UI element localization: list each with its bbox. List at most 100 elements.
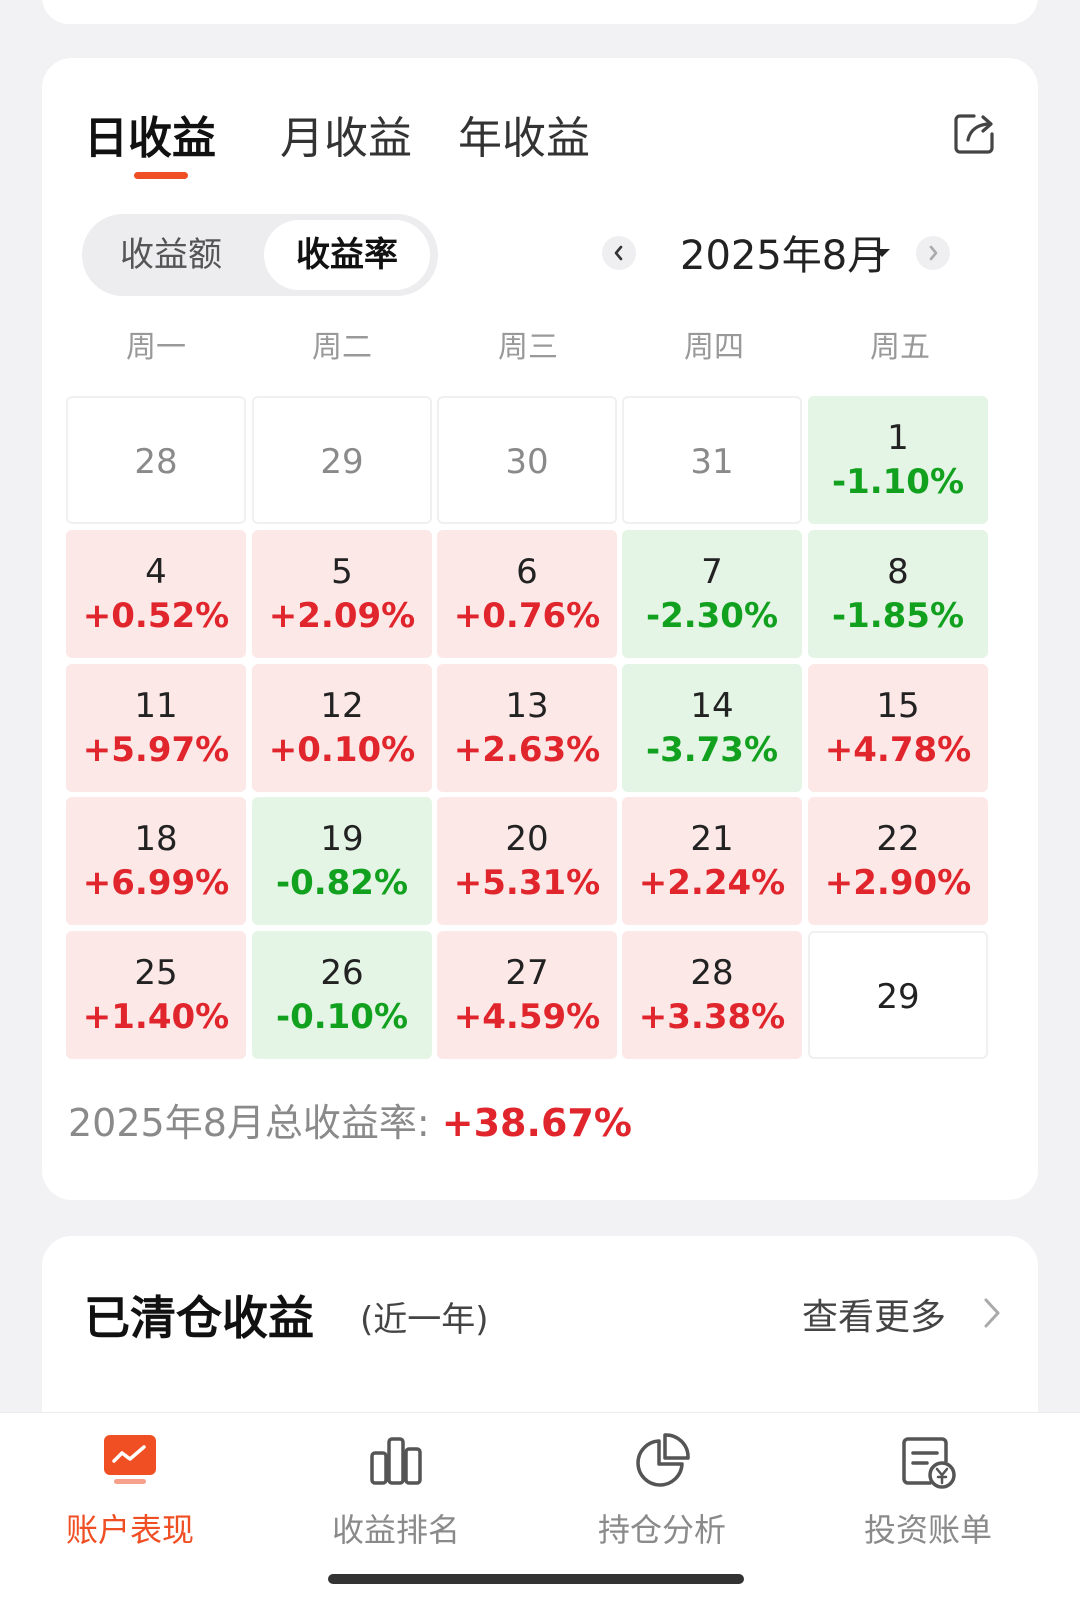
calendar-day-cell[interactable]: 7 -2.30%	[622, 530, 802, 658]
day-number: 19	[320, 819, 364, 859]
weekday-header: 周一 周二 周三 周四 周五	[66, 328, 990, 368]
calendar-day-cell[interactable]: 18 +6.99%	[66, 797, 246, 925]
nav-account-performance[interactable]: 账户表现	[30, 1431, 230, 1561]
calendar-day-cell[interactable]: 14 -3.73%	[622, 664, 802, 792]
calendar-day-cell[interactable]: 29	[808, 931, 988, 1059]
daily-return-rate: +2.90%	[824, 863, 972, 903]
tab-yearly[interactable]: 年收益	[458, 102, 590, 166]
bottom-nav: 账户表现 收益排名 持仓分析 投资账单	[0, 1412, 1080, 1606]
bar-chart-icon	[370, 1437, 422, 1485]
nav-label: 持仓分析	[597, 1511, 726, 1549]
weekday-label: 周三	[498, 330, 558, 365]
segment-amount[interactable]: 收益额	[120, 235, 222, 275]
nav-investment-bill[interactable]: 投资账单	[828, 1431, 1028, 1561]
weekday-label: 周二	[312, 330, 372, 365]
calendar-day-cell[interactable]: 12 +0.10%	[252, 664, 432, 792]
daily-return-rate: -3.73%	[645, 730, 779, 770]
summary-value: +38.67%	[441, 1101, 632, 1145]
daily-return-rate: +2.24%	[638, 863, 786, 903]
calendar-day-cell[interactable]: 31	[622, 396, 802, 524]
chevron-left-icon[interactable]	[602, 236, 636, 270]
daily-returns-card: 日收益 月收益 年收益 收益额 收益率 2025年8月	[42, 58, 1038, 1200]
calendar-day-cell[interactable]: 6 +0.76%	[437, 530, 617, 658]
nav-holdings-analysis[interactable]: 持仓分析	[562, 1431, 762, 1561]
daily-return-rate: +4.78%	[824, 730, 972, 770]
calendar-grid: 28 29 30 31 1 -1.10% 4 +0.52% 5 +2.09% 6 +0.76% 7 -2.…	[66, 396, 990, 1060]
daily-return-rate: +1.40%	[82, 997, 230, 1037]
nav-label: 收益排名	[331, 1511, 460, 1549]
calendar-day-cell[interactable]: 22 +2.90%	[808, 797, 988, 925]
day-number: 12	[320, 686, 364, 726]
calendar-day-cell[interactable]: 5 +2.09%	[252, 530, 432, 658]
day-number: 8	[887, 552, 909, 592]
day-number: 7	[701, 552, 723, 592]
daily-return-rate: +5.31%	[453, 863, 601, 903]
calendar-day-cell[interactable]: 28 +3.38%	[622, 931, 802, 1059]
day-number: 27	[505, 953, 549, 993]
day-number: 18	[134, 819, 178, 859]
tab-daily[interactable]: 日收益	[84, 102, 216, 179]
calendar-day-cell[interactable]: 11 +5.97%	[66, 664, 246, 792]
calendar-day-cell[interactable]: 27 +4.59%	[437, 931, 617, 1059]
metric-switch: 收益额 收益率	[82, 214, 438, 296]
month-selector: 2025年8月	[42, 228, 1038, 284]
calendar-day-cell[interactable]: 19 -0.82%	[252, 797, 432, 925]
summary-label: 2025年8月总收益率:	[68, 1101, 442, 1145]
day-number: 25	[134, 953, 178, 993]
share-icon[interactable]	[952, 112, 996, 156]
month-label[interactable]: 2025年8月	[680, 233, 888, 279]
day-number: 5	[331, 552, 353, 592]
nav-label: 投资账单	[863, 1511, 992, 1549]
daily-return-rate: -1.10%	[831, 462, 965, 502]
daily-return-rate: +0.76%	[453, 596, 601, 636]
cleared-returns-card: 已清仓收益 (近一年) 查看更多	[42, 1236, 1038, 1436]
segment-rate[interactable]: 收益率	[264, 220, 430, 290]
view-more-link[interactable]: 查看更多	[802, 1297, 947, 1338]
calendar-day-cell[interactable]: 20 +5.31%	[437, 797, 617, 925]
cleared-subtitle: (近一年)	[360, 1300, 489, 1340]
day-number: 14	[690, 686, 734, 726]
daily-return-rate: -1.85%	[831, 596, 965, 636]
tab-daily-label: 日收益	[84, 113, 216, 164]
calendar-day-cell[interactable]: 30	[437, 396, 617, 524]
day-number: 22	[876, 819, 920, 859]
tab-monthly-label: 月收益	[280, 113, 412, 164]
weekday-label: 周五	[870, 330, 930, 365]
day-number: 31	[690, 442, 734, 482]
weekday-label: 周四	[684, 330, 744, 365]
day-number: 20	[505, 819, 549, 859]
caret-down-icon[interactable]	[872, 246, 892, 260]
bill-icon	[902, 1437, 956, 1489]
day-number: 1	[887, 418, 909, 458]
calendar-day-cell[interactable]: 1 -1.10%	[808, 396, 988, 524]
day-number: 15	[876, 686, 920, 726]
day-number: 11	[134, 686, 178, 726]
day-number: 4	[145, 552, 167, 592]
previous-card	[42, 0, 1038, 24]
nav-returns-ranking[interactable]: 收益排名	[296, 1431, 496, 1561]
chevron-right-icon[interactable]	[916, 236, 950, 270]
cleared-title: 已清仓收益	[84, 1291, 314, 1345]
account-performance-icon	[104, 1435, 156, 1484]
calendar-day-cell[interactable]: 21 +2.24%	[622, 797, 802, 925]
calendar-day-cell[interactable]: 29	[252, 396, 432, 524]
calendar-day-cell[interactable]: 15 +4.78%	[808, 664, 988, 792]
calendar-day-cell[interactable]: 8 -1.85%	[808, 530, 988, 658]
tab-yearly-label: 年收益	[458, 113, 590, 164]
daily-return-rate: +4.59%	[453, 997, 601, 1037]
calendar-day-cell[interactable]: 4 +0.52%	[66, 530, 246, 658]
daily-return-rate: -0.10%	[275, 997, 409, 1037]
calendar-day-cell[interactable]: 13 +2.63%	[437, 664, 617, 792]
calendar-day-cell[interactable]: 26 -0.10%	[252, 931, 432, 1059]
daily-return-rate: +2.63%	[453, 730, 601, 770]
tab-monthly[interactable]: 月收益	[280, 102, 412, 166]
daily-return-rate: -0.82%	[275, 863, 409, 903]
day-number: 13	[505, 686, 549, 726]
day-number: 26	[320, 953, 364, 993]
chevron-right-icon[interactable]	[982, 1296, 1002, 1330]
calendar-day-cell[interactable]: 25 +1.40%	[66, 931, 246, 1059]
calendar-day-cell[interactable]: 28	[66, 396, 246, 524]
month-total-summary: 2025年8月总收益率: +38.67%	[68, 1092, 632, 1147]
active-tab-underline	[134, 172, 188, 179]
daily-return-rate: +6.99%	[82, 863, 230, 903]
